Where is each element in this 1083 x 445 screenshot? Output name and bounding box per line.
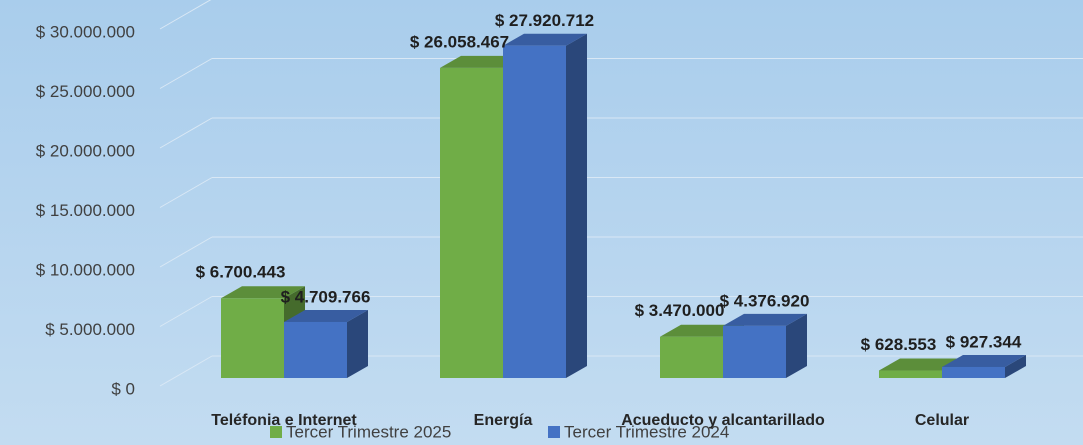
legend-label: Tercer Trimestre 2024	[564, 422, 729, 441]
bar	[879, 370, 942, 378]
bar-top	[221, 286, 305, 299]
data-label: $ 27.920.712	[495, 11, 594, 30]
bar	[723, 325, 786, 378]
data-label: $ 4.709.766	[281, 287, 371, 306]
y-tick-label: $ 20.000.000	[36, 141, 135, 160]
data-label: $ 26.058.467	[410, 32, 509, 51]
x-tick-label: Celular	[915, 412, 969, 429]
x-tick-label: Teléfonia e Internet	[211, 412, 357, 429]
grid-line	[159, 296, 213, 327]
legend-label: Tercer Trimestre 2025	[286, 422, 451, 441]
data-label: $ 3.470.000	[635, 301, 725, 320]
y-tick-label: $ 10.000.000	[36, 260, 135, 279]
bar-top	[942, 354, 1026, 367]
bar	[660, 336, 723, 378]
grid-line	[159, 117, 213, 149]
legend-swatch	[270, 426, 282, 438]
data-label: $ 628.553	[861, 335, 937, 354]
x-tick-label: Acueducto y alcantarillado	[621, 412, 825, 429]
bar-side	[786, 313, 807, 378]
grid-line	[159, 0, 212, 30]
data-label: $ 927.344	[946, 332, 1022, 351]
grid-line	[159, 236, 213, 268]
data-label: $ 6.700.443	[196, 263, 286, 282]
grid-line	[159, 58, 213, 89]
bar	[503, 45, 566, 378]
bar	[440, 67, 503, 379]
y-tick-label: $ 5.000.000	[45, 320, 135, 339]
bar-side	[347, 309, 368, 378]
bar-top	[723, 313, 807, 326]
bar	[221, 298, 284, 378]
data-label: $ 4.376.920	[720, 291, 810, 310]
bar-top	[284, 309, 368, 322]
bar-side	[566, 33, 587, 378]
grid-line	[159, 177, 213, 208]
y-tick-label: $ 30.000.000	[36, 22, 135, 41]
bar-side	[1005, 354, 1026, 378]
legend-swatch	[548, 426, 560, 438]
grid-line	[159, 355, 213, 387]
bar-top	[503, 33, 587, 46]
y-tick-label: $ 0	[111, 379, 135, 398]
y-tick-label: $ 25.000.000	[36, 82, 135, 101]
y-tick-label: $ 15.000.000	[36, 201, 135, 220]
x-tick-label: Energía	[474, 412, 533, 429]
bar	[284, 321, 347, 378]
bar	[942, 366, 1005, 378]
